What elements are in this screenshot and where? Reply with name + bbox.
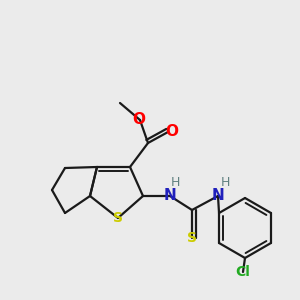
Text: H: H	[170, 176, 180, 190]
Text: N: N	[212, 188, 224, 203]
Text: S: S	[187, 231, 197, 245]
Text: N: N	[164, 188, 176, 203]
Text: Cl: Cl	[236, 265, 250, 279]
Text: H: H	[220, 176, 230, 190]
Text: S: S	[113, 211, 123, 225]
Text: O: O	[166, 124, 178, 140]
Text: O: O	[133, 112, 146, 128]
